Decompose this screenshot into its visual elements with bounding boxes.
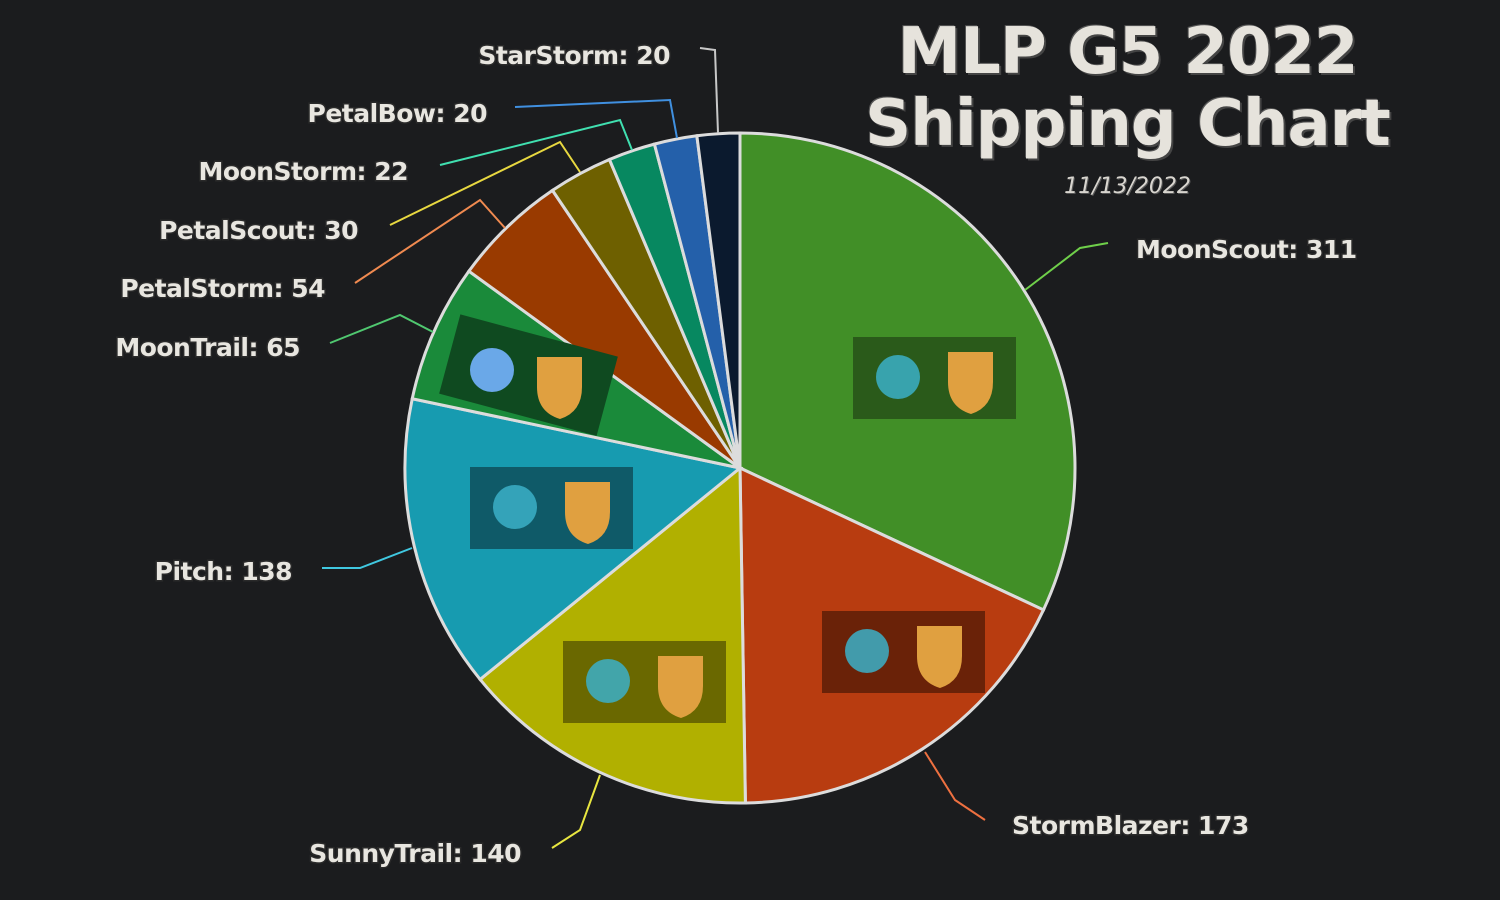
leader-line: [514, 98, 678, 139]
leader-line: [551, 774, 601, 849]
slice-label: Pitch: 138: [155, 557, 292, 586]
leader-line: [329, 313, 434, 344]
leader-line: [439, 118, 633, 166]
slice-label-value: 173: [1198, 811, 1249, 840]
slice-label-value: 140: [470, 839, 521, 868]
slice-label: PetalScout: 30: [159, 216, 358, 245]
pie-slice-starstorm[interactable]: [695, 131, 742, 469]
leader-line: [389, 140, 581, 226]
mark-icon: [876, 355, 920, 399]
chart-title-line1: MLP G5 2022: [897, 15, 1358, 89]
mark-icon: [586, 659, 630, 703]
slice-label-name: PetalBow: [308, 99, 436, 128]
slice-label-name: MoonScout: [1136, 235, 1289, 264]
slice-label-value: 65: [266, 333, 300, 362]
leader-line: [699, 47, 719, 134]
slice-label-name: StormBlazer: [1012, 811, 1182, 840]
leader-line: [924, 751, 986, 821]
chart-date: 11/13/2022: [1064, 174, 1191, 199]
shield-icon: [537, 357, 582, 419]
slice-label-name: SunnyTrail: [309, 839, 452, 868]
slice-label: PetalBow: 20: [308, 99, 488, 128]
slice-label-value: 54: [291, 274, 325, 303]
slice-label-name: Pitch: [155, 557, 224, 586]
slice-label: StarStorm: 20: [478, 41, 670, 70]
leader-line: [1024, 242, 1109, 291]
chart-title-line2: Shipping Chart: [865, 87, 1391, 161]
slice-label: PetalStorm: 54: [120, 274, 325, 303]
slice-label-value: 138: [241, 557, 292, 586]
slice-label: MoonScout: 311: [1136, 235, 1357, 264]
slice-label: MoonTrail: 65: [115, 333, 300, 362]
mark-icon: [493, 485, 537, 529]
slice-label-name: MoonTrail: [115, 333, 248, 362]
leader-line: [354, 198, 506, 284]
slice-label: SunnyTrail: 140: [309, 839, 521, 868]
shield-icon: [917, 626, 962, 688]
slice-label: StormBlazer: 173: [1012, 811, 1249, 840]
mark-icon: [845, 629, 889, 673]
slice-label-value: 22: [374, 157, 408, 186]
slice-label-name: MoonStorm: [198, 157, 356, 186]
slice-label-value: 30: [324, 216, 358, 245]
shield-icon: [565, 482, 610, 544]
slice-label-name: PetalScout: [159, 216, 307, 245]
slice-label: MoonStorm: 22: [198, 157, 408, 186]
heart-icon: [470, 348, 514, 392]
slice-label-name: PetalStorm: [120, 274, 273, 303]
leader-line: [322, 547, 413, 569]
slice-label-value: 20: [636, 41, 670, 70]
shield-icon: [948, 352, 993, 414]
slice-label-value: 311: [1306, 235, 1357, 264]
slice-label-value: 20: [453, 99, 487, 128]
slice-label-name: StarStorm: [478, 41, 618, 70]
shield-icon: [658, 656, 703, 718]
